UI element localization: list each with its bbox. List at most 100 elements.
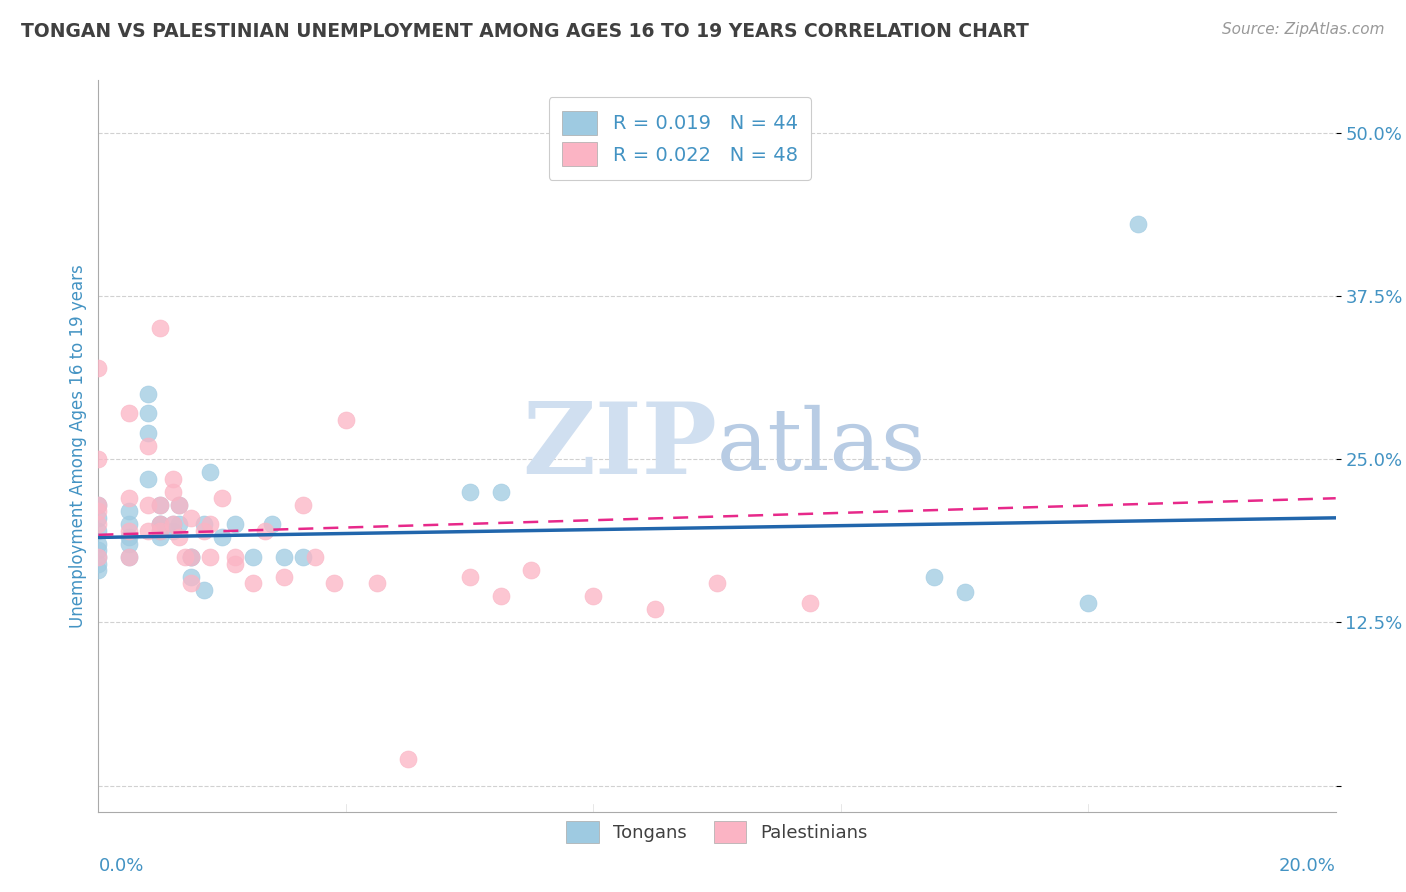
Point xyxy=(136,498,159,512)
Point xyxy=(118,530,141,544)
Point xyxy=(489,484,512,499)
Point xyxy=(291,549,314,564)
Text: ZIP: ZIP xyxy=(522,398,717,494)
Point xyxy=(162,484,184,499)
Point xyxy=(136,472,159,486)
Point xyxy=(149,321,172,335)
Text: 0.0%: 0.0% xyxy=(98,857,143,875)
Point xyxy=(242,576,264,591)
Point xyxy=(87,360,110,375)
Point xyxy=(87,557,110,571)
Point xyxy=(149,524,172,538)
Point xyxy=(87,524,110,538)
Point xyxy=(87,549,110,564)
Point xyxy=(211,530,233,544)
Point xyxy=(87,498,110,512)
Text: atlas: atlas xyxy=(717,404,927,488)
Point xyxy=(167,517,190,532)
Point xyxy=(520,563,543,577)
Point xyxy=(180,549,202,564)
Point xyxy=(118,537,141,551)
Point xyxy=(644,602,666,616)
Point xyxy=(322,576,344,591)
Point xyxy=(198,517,221,532)
Point xyxy=(291,498,314,512)
Point xyxy=(87,498,110,512)
Point xyxy=(149,517,172,532)
Point xyxy=(149,498,172,512)
Point xyxy=(87,537,110,551)
Point xyxy=(335,413,357,427)
Point xyxy=(582,589,605,603)
Point xyxy=(224,557,246,571)
Point xyxy=(458,569,481,583)
Point xyxy=(180,576,202,591)
Point xyxy=(118,524,141,538)
Legend: Tongans, Palestinians: Tongans, Palestinians xyxy=(555,810,879,854)
Point xyxy=(136,425,159,440)
Point xyxy=(260,517,283,532)
Point xyxy=(1077,596,1099,610)
Point xyxy=(198,465,221,479)
Point xyxy=(489,589,512,603)
Text: 20.0%: 20.0% xyxy=(1279,857,1336,875)
Point xyxy=(87,543,110,558)
Point xyxy=(149,498,172,512)
Point xyxy=(211,491,233,506)
Point xyxy=(87,517,110,532)
Point xyxy=(1126,217,1149,231)
Point xyxy=(180,511,202,525)
Point xyxy=(706,576,728,591)
Point xyxy=(118,549,141,564)
Point xyxy=(198,549,221,564)
Point xyxy=(162,517,184,532)
Point xyxy=(167,498,190,512)
Point xyxy=(242,549,264,564)
Point xyxy=(149,517,172,532)
Point xyxy=(136,386,159,401)
Point xyxy=(953,585,976,599)
Point xyxy=(224,517,246,532)
Point xyxy=(136,406,159,420)
Point xyxy=(162,472,184,486)
Point xyxy=(149,517,172,532)
Point xyxy=(87,504,110,518)
Point xyxy=(87,549,110,564)
Text: TONGAN VS PALESTINIAN UNEMPLOYMENT AMONG AGES 16 TO 19 YEARS CORRELATION CHART: TONGAN VS PALESTINIAN UNEMPLOYMENT AMONG… xyxy=(21,22,1029,41)
Point xyxy=(180,569,202,583)
Point xyxy=(458,484,481,499)
Point xyxy=(799,596,821,610)
Point xyxy=(174,549,197,564)
Point xyxy=(273,549,295,564)
Point xyxy=(136,439,159,453)
Point xyxy=(180,549,202,564)
Point xyxy=(162,517,184,532)
Point xyxy=(193,582,215,597)
Point xyxy=(254,524,277,538)
Point xyxy=(162,524,184,538)
Point xyxy=(118,549,141,564)
Point xyxy=(366,576,388,591)
Point xyxy=(167,498,190,512)
Point xyxy=(922,569,945,583)
Point xyxy=(118,491,141,506)
Point xyxy=(149,524,172,538)
Point xyxy=(304,549,326,564)
Y-axis label: Unemployment Among Ages 16 to 19 years: Unemployment Among Ages 16 to 19 years xyxy=(69,264,87,628)
Point xyxy=(167,530,190,544)
Point xyxy=(396,752,419,766)
Point xyxy=(149,530,172,544)
Point xyxy=(118,504,141,518)
Point xyxy=(193,524,215,538)
Point xyxy=(87,511,110,525)
Point xyxy=(273,569,295,583)
Point xyxy=(136,524,159,538)
Point xyxy=(87,452,110,467)
Point xyxy=(193,517,215,532)
Point xyxy=(180,549,202,564)
Text: Source: ZipAtlas.com: Source: ZipAtlas.com xyxy=(1222,22,1385,37)
Point xyxy=(224,549,246,564)
Point xyxy=(118,517,141,532)
Point xyxy=(87,563,110,577)
Point xyxy=(118,406,141,420)
